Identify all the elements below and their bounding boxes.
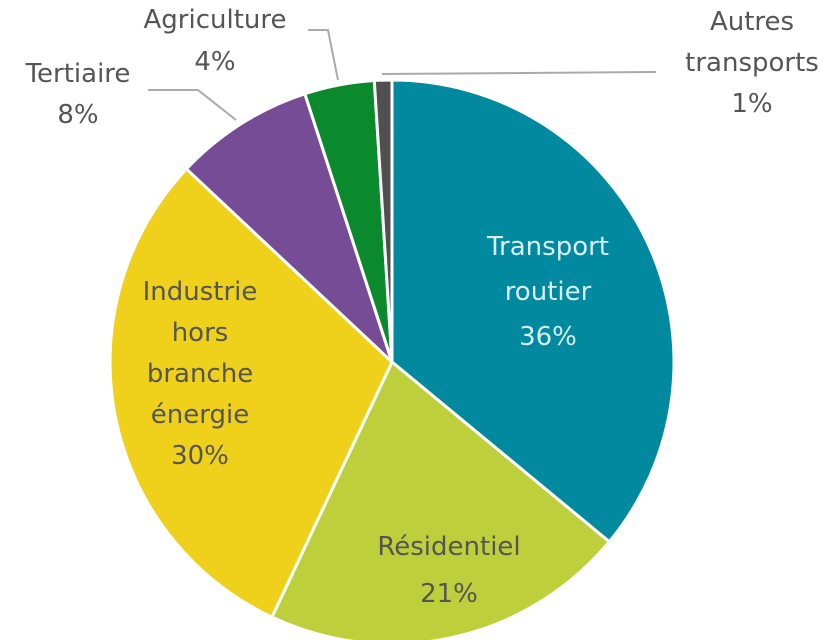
slice-value-label: 21%	[420, 579, 478, 609]
pie	[108, 78, 676, 640]
slice	[108, 166, 394, 620]
leader-line	[148, 89, 237, 121]
leader-line	[381, 71, 657, 75]
slice-label: Agriculture	[144, 5, 287, 35]
slice	[390, 78, 676, 544]
slice-value-label: 36%	[519, 322, 577, 352]
slice	[184, 91, 394, 364]
slice-label: Transport routier	[486, 232, 609, 307]
slice-label: Autres transports	[685, 7, 819, 78]
slice-value-label: 8%	[57, 100, 98, 130]
slice-value-label: 1%	[731, 89, 772, 119]
slice-label: Tertiaire	[25, 59, 131, 89]
slice-value-label: 4%	[194, 47, 235, 77]
slice-value-label: 30%	[171, 441, 229, 471]
slice	[269, 359, 612, 640]
slice-label: Résidentiel	[377, 532, 520, 562]
leader-line	[308, 29, 339, 81]
slice-label: Industrie hors branche énergie	[143, 277, 258, 430]
slice	[372, 78, 394, 363]
